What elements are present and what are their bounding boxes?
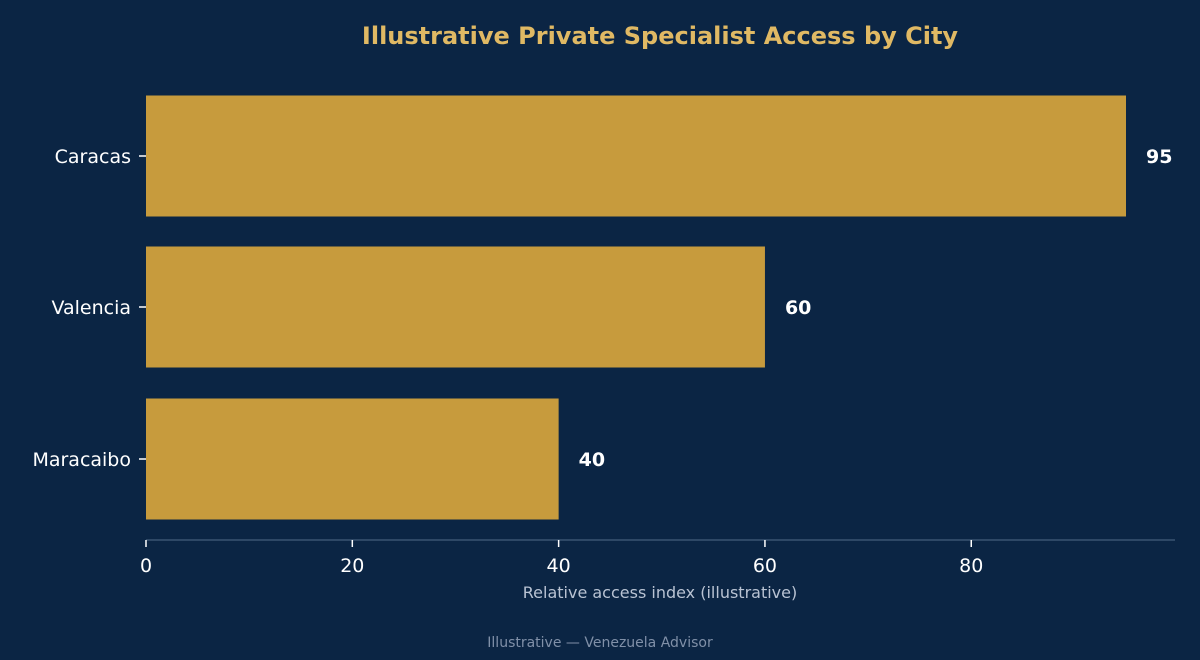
bar-maracaibo [146, 398, 559, 520]
bar-caracas [146, 95, 1126, 217]
y-tick-label: Valencia [51, 297, 131, 319]
chart-title: Illustrative Private Specialist Access b… [362, 22, 959, 50]
x-tick-label: 0 [140, 555, 152, 577]
x-tick-label: 80 [959, 555, 983, 577]
bars-layer [146, 95, 1126, 520]
y-tick-label: Caracas [55, 146, 131, 168]
x-tick-label: 20 [340, 555, 364, 577]
x-axis-label: Relative access index (illustrative) [523, 583, 797, 602]
value-labels: 95 60 40 [579, 146, 1173, 471]
y-tick-label: Maracaibo [32, 449, 131, 471]
x-tick-label: 60 [753, 555, 777, 577]
data-label: 40 [579, 449, 605, 471]
data-label: 60 [785, 297, 811, 319]
bar-valencia [146, 246, 765, 368]
footer-note: Illustrative — Venezuela Advisor [487, 635, 713, 651]
data-label: 95 [1146, 146, 1172, 168]
y-axis: Caracas Valencia Maracaibo [32, 146, 146, 471]
x-axis: 0 20 40 60 80 [140, 539, 1175, 577]
x-tick-label: 40 [547, 555, 571, 577]
